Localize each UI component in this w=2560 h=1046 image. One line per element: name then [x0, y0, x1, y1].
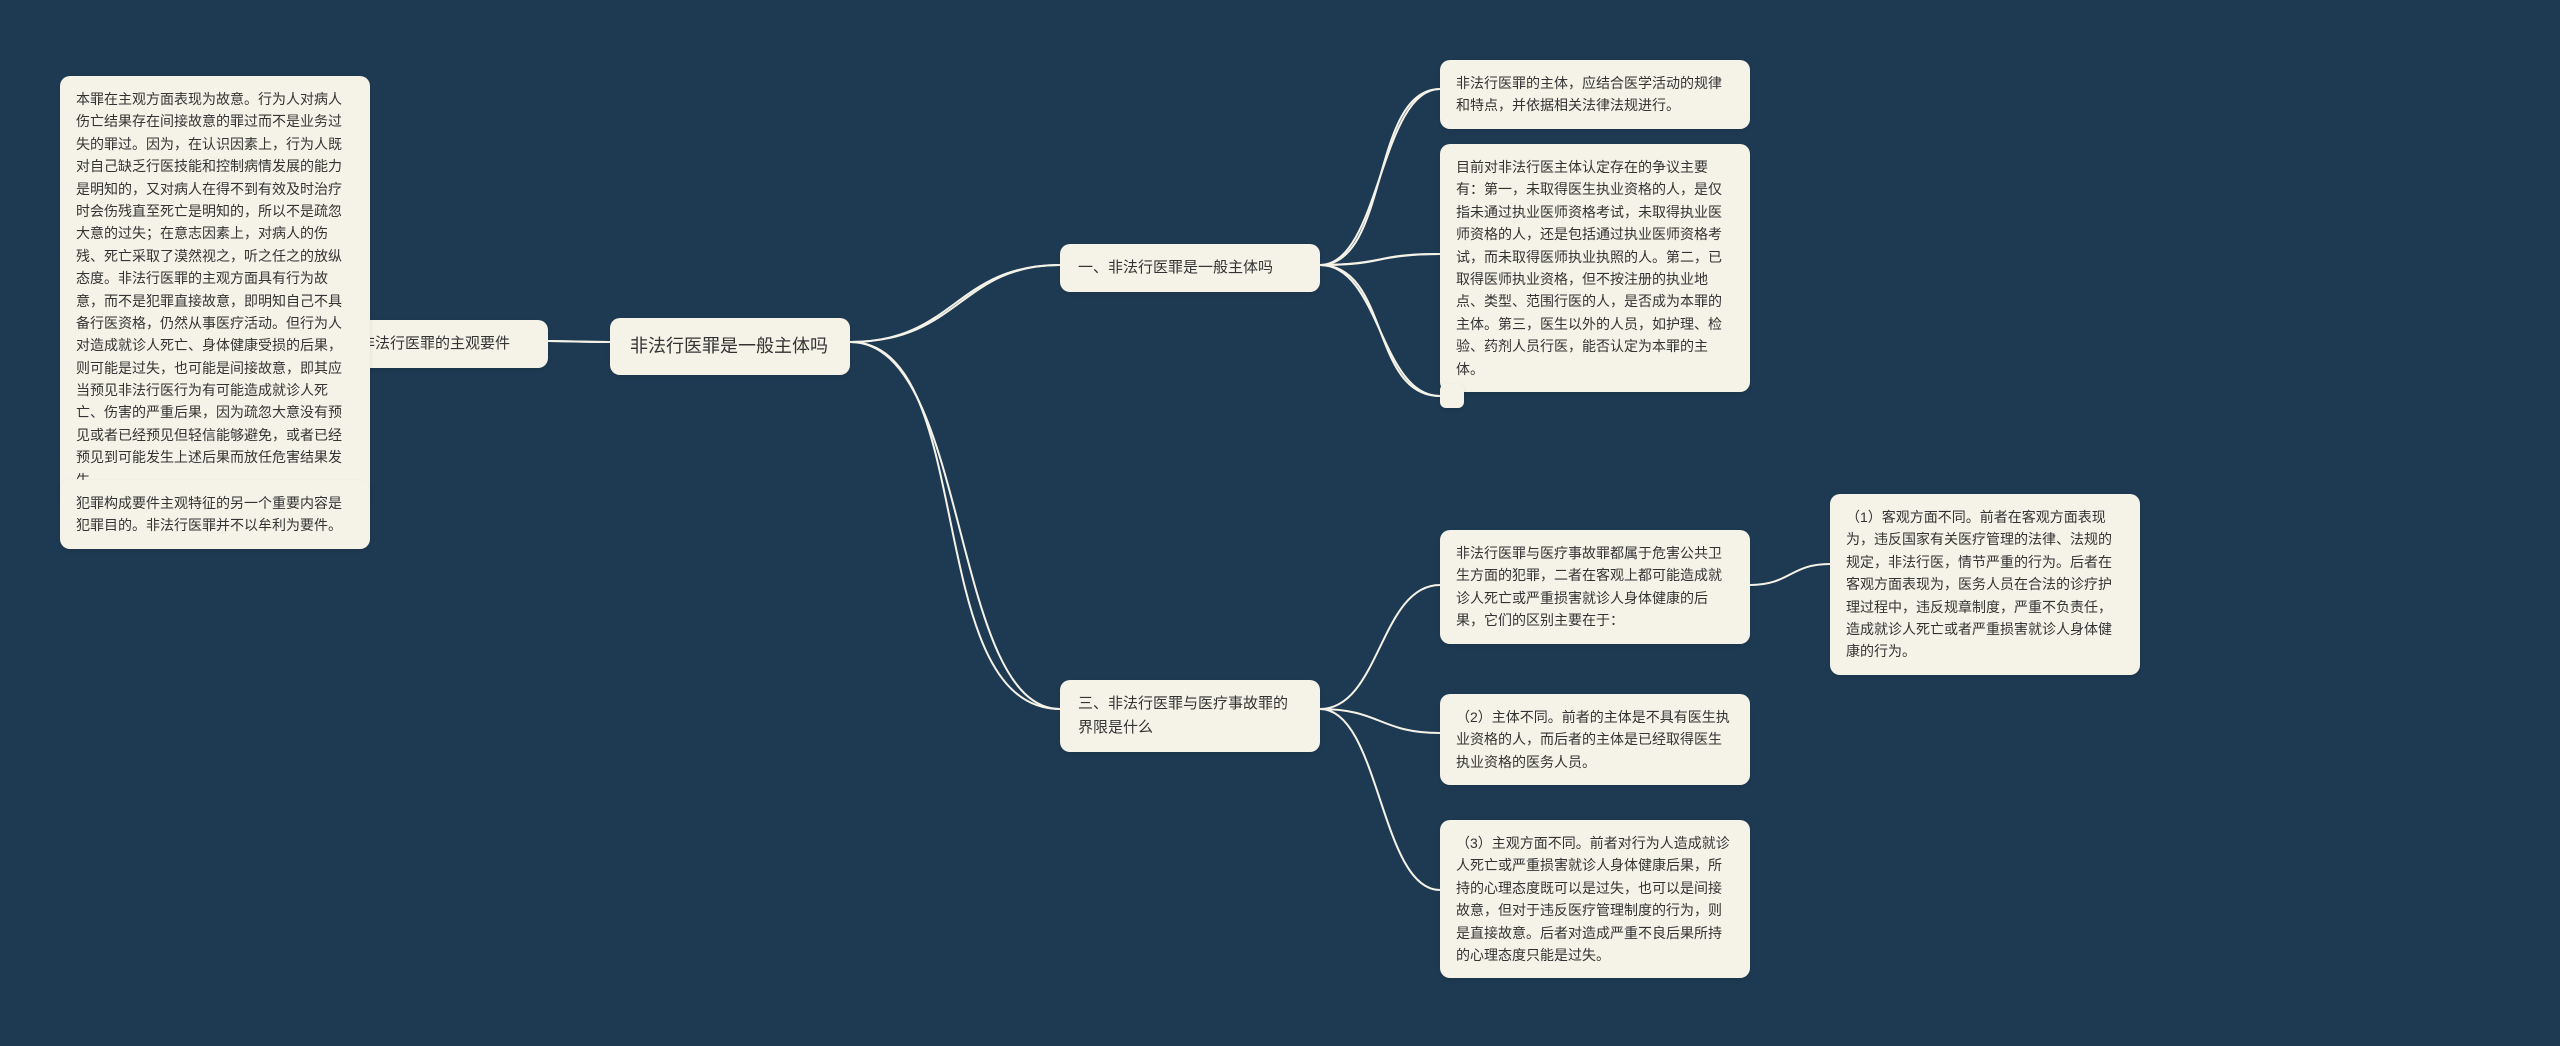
leaf-text: 犯罪构成要件主观特征的另一个重要内容是犯罪目的。非法行医罪并不以牟利为要件。 [76, 495, 342, 533]
branch-3-leaf-1[interactable]: （1）客观方面不同。前者在客观方面表现为，违反国家有关医疗管理的法律、法规的规定… [1830, 494, 2140, 675]
center-node[interactable]: 非法行医罪是一般主体吗 [610, 318, 850, 375]
mindmap-connectors-main [0, 0, 2560, 1046]
leaf-text: 非法行医罪与医疗事故罪都属于危害公共卫生方面的犯罪，二者在客观上都可能造成就诊人… [1456, 545, 1722, 628]
branch-1[interactable]: 一、非法行医罪是一般主体吗 [1060, 244, 1320, 292]
center-label: 非法行医罪是一般主体吗 [630, 336, 828, 356]
leaf-text: 目前对非法行医主体认定存在的争议主要有：第一，未取得医生执业资格的人，是仅指未通… [1456, 159, 1722, 377]
leaf-text: （1）客观方面不同。前者在客观方面表现为，违反国家有关医疗管理的法律、法规的规定… [1846, 509, 2112, 659]
branch-3-leaf-3[interactable]: （3）主观方面不同。前者对行为人造成就诊人死亡或严重损害就诊人身体健康后果，所持… [1440, 820, 1750, 978]
branch-1-empty-node[interactable] [1440, 384, 1464, 408]
branch-3-leaf-2[interactable]: （2）主体不同。前者的主体是不具有医生执业资格的人，而后者的主体是已经取得医生执… [1440, 694, 1750, 785]
branch-2-leaf-2[interactable]: 犯罪构成要件主观特征的另一个重要内容是犯罪目的。非法行医罪并不以牟利为要件。 [60, 480, 370, 549]
leaf-text: 本罪在主观方面表现为故意。行为人对病人伤亡结果存在间接故意的罪过而不是业务过失的… [76, 91, 342, 488]
branch-2-leaf-1[interactable]: 本罪在主观方面表现为故意。行为人对病人伤亡结果存在间接故意的罪过而不是业务过失的… [60, 76, 370, 503]
leaf-text: 非法行医罪的主体，应结合医学活动的规律和特点，并依据相关法律法规进行。 [1456, 75, 1722, 113]
leaf-text: （2）主体不同。前者的主体是不具有医生执业资格的人，而后者的主体是已经取得医生执… [1456, 709, 1730, 770]
branch-1-label: 一、非法行医罪是一般主体吗 [1078, 259, 1273, 276]
leaf-text: （3）主观方面不同。前者对行为人造成就诊人死亡或严重损害就诊人身体健康后果，所持… [1456, 835, 1730, 963]
branch-1-leaf-1[interactable]: 非法行医罪的主体，应结合医学活动的规律和特点，并依据相关法律法规进行。 [1440, 60, 1750, 129]
branch-3-intro[interactable]: 非法行医罪与医疗事故罪都属于危害公共卫生方面的犯罪，二者在客观上都可能造成就诊人… [1440, 530, 1750, 644]
branch-3[interactable]: 三、非法行医罪与医疗事故罪的界限是什么 [1060, 680, 1320, 752]
branch-3-label: 三、非法行医罪与医疗事故罪的界限是什么 [1078, 695, 1288, 736]
mindmap-connectors [0, 0, 2560, 1046]
branch-1-leaf-2[interactable]: 目前对非法行医主体认定存在的争议主要有：第一，未取得医生执业资格的人，是仅指未通… [1440, 144, 1750, 392]
